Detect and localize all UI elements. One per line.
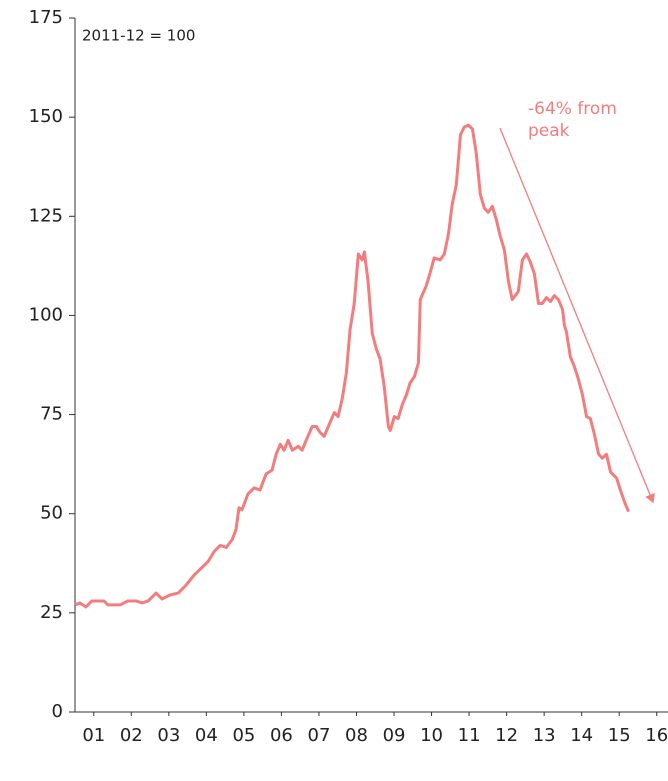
- x-tick-label: 10: [420, 725, 443, 746]
- x-tick-label: 05: [232, 725, 255, 746]
- y-tick-label: 0: [52, 701, 63, 722]
- y-tick-label: 25: [40, 602, 63, 623]
- x-tick-label: 09: [383, 725, 406, 746]
- x-tick-label: 01: [82, 725, 105, 746]
- base-note: 2011-12 = 100: [82, 27, 195, 45]
- annotation: -64% from peak: [528, 99, 617, 141]
- x-tick-label: 06: [270, 725, 293, 746]
- x-tick-label: 07: [308, 725, 331, 746]
- data-line: [74, 123, 630, 609]
- x-tick-label: 16: [645, 725, 668, 746]
- x-tick-label: 03: [157, 725, 180, 746]
- x-tick-label: 11: [458, 725, 481, 746]
- y-tick-label: 75: [40, 404, 63, 425]
- y-tick-label: 50: [40, 503, 63, 524]
- x-tick-label: 14: [570, 725, 593, 746]
- x-tick-label: 12: [495, 725, 518, 746]
- x-tick-label: 04: [195, 725, 218, 746]
- x-tick-label: 13: [533, 725, 556, 746]
- x-tick-label: 15: [608, 725, 631, 746]
- x-tick-label: 08: [345, 725, 368, 746]
- y-tick-label: 175: [29, 7, 63, 28]
- y-tick-label: 100: [29, 304, 63, 325]
- y-tick-label: 150: [29, 106, 63, 127]
- x-tick-label: 02: [120, 725, 143, 746]
- annotation-arrow: [499, 127, 655, 504]
- y-tick-label: 125: [29, 205, 63, 226]
